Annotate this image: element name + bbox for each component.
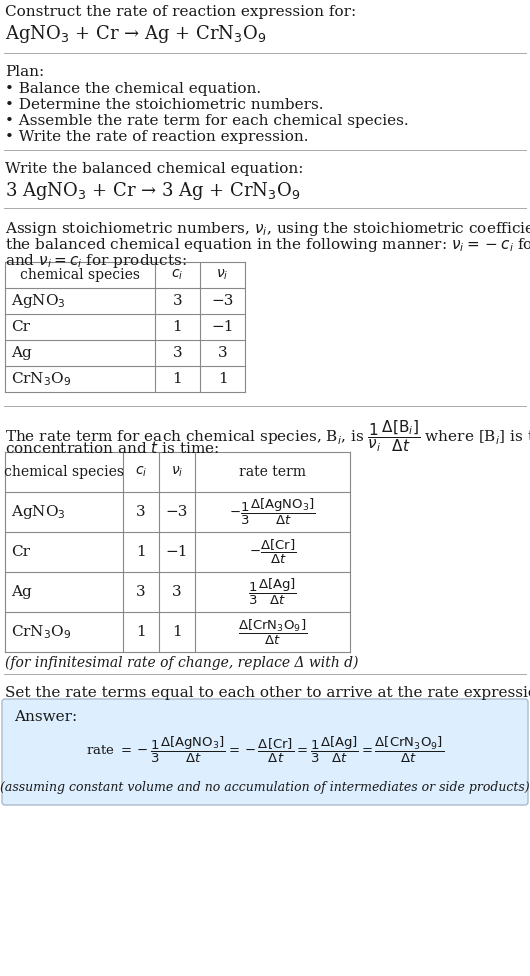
Text: Set the rate terms equal to each other to arrive at the rate expression:: Set the rate terms equal to each other t… — [5, 686, 530, 700]
Text: Plan:: Plan: — [5, 65, 44, 79]
Text: chemical species: chemical species — [4, 465, 124, 479]
Text: −1: −1 — [211, 320, 234, 334]
Text: • Assemble the rate term for each chemical species.: • Assemble the rate term for each chemic… — [5, 114, 409, 128]
Text: 3: 3 — [173, 294, 182, 308]
Text: 3: 3 — [136, 505, 146, 519]
Text: 1: 1 — [136, 625, 146, 639]
Text: the balanced chemical equation in the following manner: $\nu_i = -c_i$ for react: the balanced chemical equation in the fo… — [5, 236, 530, 254]
Text: Construct the rate of reaction expression for:: Construct the rate of reaction expressio… — [5, 5, 356, 19]
Text: • Balance the chemical equation.: • Balance the chemical equation. — [5, 82, 261, 96]
Text: • Determine the stoichiometric numbers.: • Determine the stoichiometric numbers. — [5, 98, 323, 112]
Text: Assign stoichiometric numbers, $\nu_i$, using the stoichiometric coefficients, $: Assign stoichiometric numbers, $\nu_i$, … — [5, 220, 530, 238]
Text: 3: 3 — [218, 346, 227, 360]
Text: −3: −3 — [166, 505, 188, 519]
Text: $\nu_i$: $\nu_i$ — [216, 267, 229, 282]
Text: $-\dfrac{1}{3}\dfrac{\Delta[\mathrm{AgNO_3}]}{\Delta t}$: $-\dfrac{1}{3}\dfrac{\Delta[\mathrm{AgNO… — [229, 497, 316, 527]
Text: 1: 1 — [218, 372, 227, 386]
Text: The rate term for each chemical species, B$_i$, is $\dfrac{1}{\nu_i}\dfrac{\Delt: The rate term for each chemical species,… — [5, 418, 530, 454]
Text: 1: 1 — [173, 372, 182, 386]
Text: Write the balanced chemical equation:: Write the balanced chemical equation: — [5, 162, 304, 176]
Text: chemical species: chemical species — [20, 268, 140, 282]
FancyBboxPatch shape — [2, 699, 528, 805]
Text: −3: −3 — [211, 294, 234, 308]
Text: $\dfrac{1}{3}\dfrac{\Delta[\mathrm{Ag}]}{\Delta t}$: $\dfrac{1}{3}\dfrac{\Delta[\mathrm{Ag}]}… — [248, 577, 297, 607]
Text: AgNO$_3$: AgNO$_3$ — [11, 292, 66, 310]
Text: $\nu_i$: $\nu_i$ — [171, 465, 183, 479]
Text: 3: 3 — [172, 585, 182, 599]
Text: Ag: Ag — [11, 346, 32, 360]
Text: CrN$_3$O$_9$: CrN$_3$O$_9$ — [11, 623, 72, 641]
Text: 3 AgNO$_3$ + Cr → 3 Ag + CrN$_3$O$_9$: 3 AgNO$_3$ + Cr → 3 Ag + CrN$_3$O$_9$ — [5, 180, 301, 202]
Text: 1: 1 — [173, 320, 182, 334]
Text: Ag: Ag — [11, 585, 32, 599]
Text: $-\dfrac{\Delta[\mathrm{Cr}]}{\Delta t}$: $-\dfrac{\Delta[\mathrm{Cr}]}{\Delta t}$ — [249, 538, 296, 566]
Text: 3: 3 — [136, 585, 146, 599]
Text: Cr: Cr — [11, 545, 30, 559]
Text: rate term: rate term — [239, 465, 306, 479]
Text: −1: −1 — [166, 545, 188, 559]
Text: rate $= -\dfrac{1}{3}\dfrac{\Delta[\mathrm{AgNO_3}]}{\Delta t} = -\dfrac{\Delta[: rate $= -\dfrac{1}{3}\dfrac{\Delta[\math… — [86, 735, 444, 765]
Text: AgNO$_3$: AgNO$_3$ — [11, 503, 66, 521]
Text: and $\nu_i = c_i$ for products:: and $\nu_i = c_i$ for products: — [5, 252, 187, 270]
Text: 1: 1 — [136, 545, 146, 559]
Text: 3: 3 — [173, 346, 182, 360]
Text: $\dfrac{\Delta[\mathrm{CrN_3O_9}]}{\Delta t}$: $\dfrac{\Delta[\mathrm{CrN_3O_9}]}{\Delt… — [238, 618, 307, 647]
Text: • Write the rate of reaction expression.: • Write the rate of reaction expression. — [5, 130, 308, 144]
Text: CrN$_3$O$_9$: CrN$_3$O$_9$ — [11, 370, 72, 387]
Text: (assuming constant volume and no accumulation of intermediates or side products): (assuming constant volume and no accumul… — [0, 782, 530, 794]
Text: Answer:: Answer: — [14, 710, 77, 724]
Text: Cr: Cr — [11, 320, 30, 334]
Text: $c_i$: $c_i$ — [171, 267, 183, 282]
Text: (for infinitesimal rate of change, replace Δ with d): (for infinitesimal rate of change, repla… — [5, 656, 358, 671]
Text: $c_i$: $c_i$ — [135, 465, 147, 479]
Text: 1: 1 — [172, 625, 182, 639]
Text: concentration and $t$ is time:: concentration and $t$ is time: — [5, 440, 219, 456]
Text: AgNO$_3$ + Cr → Ag + CrN$_3$O$_9$: AgNO$_3$ + Cr → Ag + CrN$_3$O$_9$ — [5, 23, 266, 45]
